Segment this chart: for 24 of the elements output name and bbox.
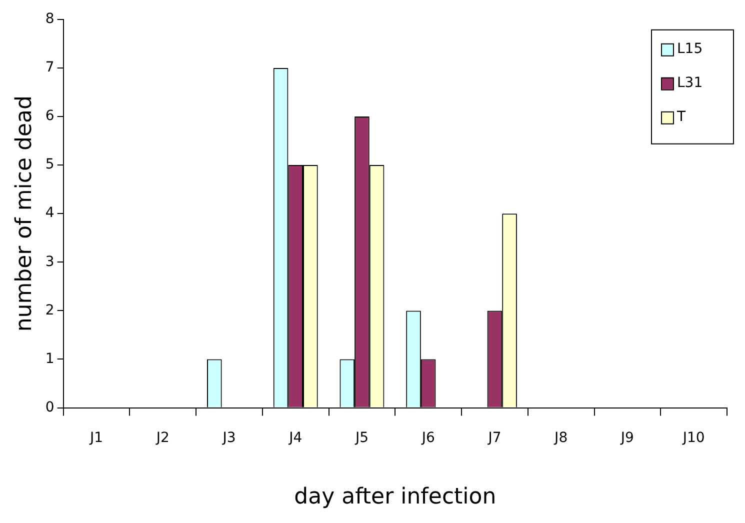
x-tick-label: J10 <box>682 430 705 446</box>
x-tick-label: J8 <box>554 430 568 446</box>
y-tick-label: 0 <box>45 399 54 416</box>
x-tick-label: J7 <box>487 430 502 446</box>
y-tick-label: 7 <box>45 60 54 76</box>
x-axis-title: day after infection <box>294 484 496 510</box>
y-tick-label: 4 <box>45 205 54 222</box>
legend-label: L31 <box>677 75 703 92</box>
y-tick-label: 6 <box>45 108 54 124</box>
y-tick-label: 2 <box>45 302 54 318</box>
x-tick-label: J1 <box>88 430 104 446</box>
y-tick-label: 1 <box>45 350 54 367</box>
x-tick-label: J9 <box>620 430 634 446</box>
x-tick-label: J4 <box>288 430 302 446</box>
y-axis-title: number of mice dead <box>12 96 37 332</box>
legend-label: L15 <box>677 41 703 58</box>
y-tick-label: 8 <box>45 11 54 28</box>
x-tick-label: J3 <box>222 430 236 446</box>
y-tick-label: 3 <box>45 254 54 270</box>
x-tick-label: J5 <box>354 430 368 446</box>
y-tick-label: 5 <box>45 156 54 173</box>
legend-label: T <box>676 109 686 126</box>
x-tick-label: J6 <box>420 430 435 446</box>
x-tick-label: J2 <box>155 430 170 446</box>
